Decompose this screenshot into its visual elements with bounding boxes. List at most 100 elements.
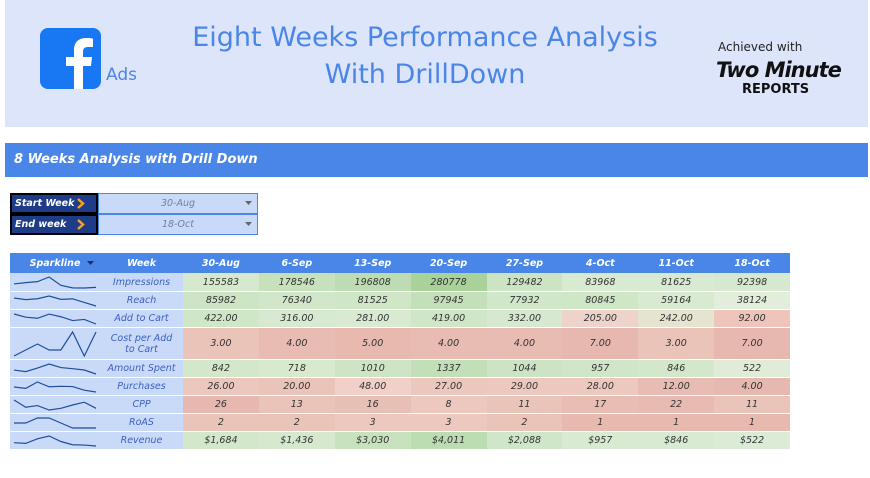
value-cell: 85982 (183, 292, 259, 310)
value-cell: 81625 (638, 273, 715, 292)
dropdown-icon (245, 222, 252, 226)
column-header: 4-Oct (562, 253, 639, 273)
sparkline-cell (10, 396, 100, 414)
value-cell: $1,684 (183, 432, 259, 450)
filter-dropdown[interactable]: 30-Aug (98, 193, 258, 214)
value-cell: 20.00 (258, 378, 335, 396)
value-cell: 17 (562, 396, 639, 414)
filter-label: End week (10, 214, 98, 235)
sparkline-cell (10, 432, 100, 450)
value-cell: $846 (638, 432, 715, 450)
value-cell: 16 (334, 396, 411, 414)
value-cell: 4.00 (486, 328, 563, 360)
value-cell: 81525 (334, 292, 411, 310)
dropdown-icon (245, 201, 252, 205)
dropdown-arrow (87, 261, 94, 265)
value-cell: 38124 (714, 292, 790, 310)
column-header: 30-Aug (183, 253, 259, 273)
sparkline (14, 417, 96, 429)
value-cell: $3,030 (334, 432, 411, 450)
value-cell: 196808 (334, 273, 411, 292)
value-cell: 22 (638, 396, 715, 414)
sparkline-line (13, 313, 97, 325)
value-cell: 3.00 (183, 328, 259, 360)
value-cell: 1 (638, 414, 715, 432)
value-cell: 1 (562, 414, 639, 432)
value-cell: 76340 (258, 292, 335, 310)
sparkline-line (13, 295, 97, 307)
metric-name: CPP (100, 396, 183, 414)
column-header: 27-Sep (486, 253, 563, 273)
value-cell: 1 (714, 414, 790, 432)
value-cell: 7.00 (562, 328, 639, 360)
filter-dropdown[interactable]: 18-Oct (98, 214, 258, 235)
value-cell: 97945 (410, 292, 487, 310)
sparkline (13, 363, 97, 375)
value-cell: 846 (638, 360, 715, 378)
metric-name: Purchases (100, 378, 183, 396)
sparkline-line (13, 363, 97, 375)
value-cell: $2,088 (486, 432, 563, 450)
sparkline (13, 276, 97, 289)
value-cell: 26 (183, 396, 259, 414)
metric-name: Reach (100, 292, 183, 310)
brand: Two Minute (716, 58, 842, 82)
value-cell: 28.00 (562, 378, 639, 396)
column-header: Week (100, 253, 183, 273)
chevron (77, 219, 85, 230)
value-cell: 242.00 (638, 310, 715, 328)
value-cell: 129482 (486, 273, 563, 292)
value-cell: 29.00 (486, 378, 563, 396)
value-cell: 3.00 (638, 328, 715, 360)
chevron (77, 198, 85, 209)
value-cell: 8 (410, 396, 487, 414)
value-cell: 2 (258, 414, 335, 432)
facebook-logo (40, 28, 101, 89)
sparkline-cell (10, 292, 100, 310)
value-cell: 11 (714, 396, 790, 414)
chevron-icon (77, 198, 85, 209)
value-cell: 155583 (183, 273, 259, 292)
value-cell: 281.00 (334, 310, 411, 328)
value-cell: 3 (410, 414, 487, 432)
metric-name: Add to Cart (100, 310, 183, 328)
value-cell: 12.00 (638, 378, 715, 396)
column-header: Sparkline (10, 253, 100, 273)
value-cell: 4.00 (714, 378, 790, 396)
column-header: 18-Oct (714, 253, 790, 273)
value-cell: 205.00 (562, 310, 639, 328)
sparkline (13, 399, 97, 411)
sparkline-line (13, 330, 97, 358)
column-header: 13-Sep (334, 253, 411, 273)
metric-name: RoAS (100, 414, 183, 432)
sparkline (13, 313, 97, 325)
sparkline (13, 295, 97, 307)
value-cell: $4,011 (410, 432, 487, 450)
sparkline-line (13, 276, 97, 289)
sparkline-line (13, 435, 97, 447)
value-cell: 332.00 (486, 310, 563, 328)
value-cell: 178546 (258, 273, 335, 292)
value-cell: 83968 (562, 273, 639, 292)
sparkline (13, 330, 97, 358)
value-cell: 280778 (410, 273, 487, 292)
value-cell: 13 (258, 396, 335, 414)
metric-name: Amount Spent (100, 360, 183, 378)
value-cell: 1044 (486, 360, 563, 378)
value-cell: $1,436 (258, 432, 335, 450)
value-cell: 11 (486, 396, 563, 414)
value-cell: 48.00 (334, 378, 411, 396)
logo-label: Ads (106, 65, 137, 85)
column-header: 11-Oct (638, 253, 715, 273)
value-cell: 80845 (562, 292, 639, 310)
value-cell: 4.00 (258, 328, 335, 360)
value-cell: 1010 (334, 360, 411, 378)
value-cell: 2 (486, 414, 563, 432)
section-title: 8 Weeks Analysis with Drill Down (14, 152, 258, 167)
sparkline-cell (10, 273, 100, 292)
title-line: Eight Weeks Performance Analysis (192, 22, 658, 53)
column-header: 6-Sep (258, 253, 335, 273)
value-cell: 718 (258, 360, 335, 378)
value-cell: 522 (714, 360, 790, 378)
